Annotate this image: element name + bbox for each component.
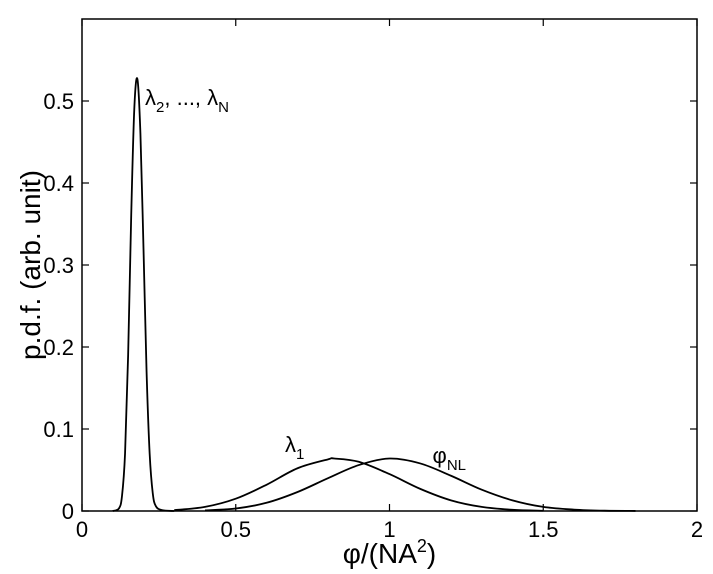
y-tick-label: 0.3	[43, 253, 74, 278]
y-tick-label: 0.4	[43, 171, 74, 196]
series-label-lambda-2-n: λ2, ..., λN	[145, 85, 229, 116]
x-tick-label: 2	[691, 517, 703, 542]
y-tick-label: 0.1	[43, 417, 74, 442]
series-line-lambda-1	[174, 457, 544, 512]
y-tick-label: 0.2	[43, 335, 74, 360]
series-label-phi-nl: φNL	[433, 443, 466, 474]
x-tick-label: 0.5	[220, 517, 251, 542]
y-tick-label: 0	[62, 499, 74, 524]
y-axis-label: p.d.f. (arb. unit)	[15, 170, 46, 360]
x-tick-label: 1.5	[528, 517, 559, 542]
series-label-lambda-1: λ1	[285, 432, 304, 463]
x-axis-label: φ/(NA2)	[343, 536, 437, 569]
series-line-phi-nl	[204, 457, 636, 512]
x-axis: 0 0.5 1 1.5 2	[76, 19, 703, 542]
y-tick-label: 0.5	[43, 89, 74, 114]
x-tick-label: 1	[383, 517, 395, 542]
series-layer	[112, 77, 636, 512]
y-axis: 0 0.1 0.2 0.3 0.4 0.5	[43, 89, 697, 524]
x-tick-label: 0	[76, 517, 88, 542]
series-line-lambda-2-n	[112, 77, 175, 512]
